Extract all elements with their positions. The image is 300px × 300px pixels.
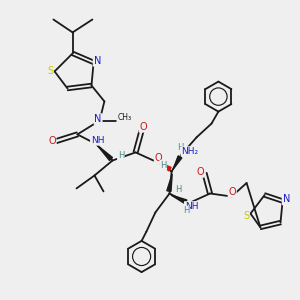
Text: S: S (243, 211, 249, 221)
Text: H: H (183, 206, 189, 215)
Text: O: O (154, 153, 162, 164)
Text: H: H (175, 185, 181, 194)
Text: H: H (177, 142, 183, 152)
Text: O: O (196, 167, 204, 177)
Text: O: O (228, 187, 236, 197)
Text: O: O (139, 122, 147, 132)
Polygon shape (171, 195, 187, 204)
Text: H: H (118, 152, 124, 160)
Polygon shape (157, 161, 171, 171)
Text: N: N (94, 56, 101, 66)
Text: NH: NH (185, 202, 198, 211)
Text: N: N (283, 194, 290, 205)
Text: O: O (48, 136, 56, 146)
Polygon shape (173, 156, 182, 169)
Text: NH: NH (91, 136, 104, 145)
Text: S: S (47, 66, 53, 76)
Text: CH₃: CH₃ (117, 113, 131, 122)
Polygon shape (167, 174, 172, 191)
Text: NH₂: NH₂ (181, 147, 199, 156)
Text: N: N (94, 114, 102, 124)
Text: H: H (160, 160, 166, 169)
Polygon shape (98, 146, 112, 160)
